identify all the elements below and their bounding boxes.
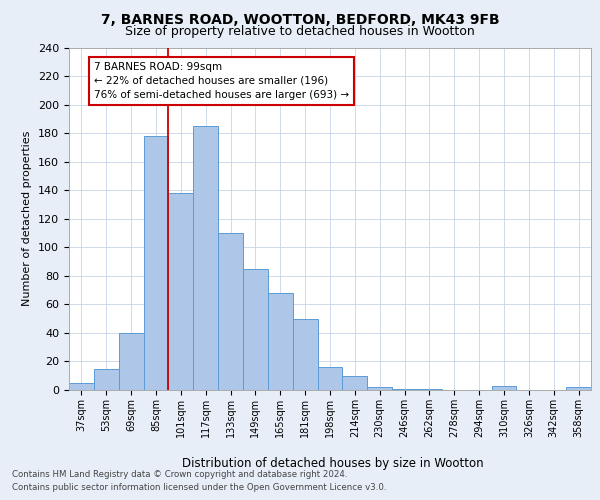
Text: 7, BARNES ROAD, WOOTTON, BEDFORD, MK43 9FB: 7, BARNES ROAD, WOOTTON, BEDFORD, MK43 9…	[101, 12, 499, 26]
Bar	[69, 383, 94, 390]
Bar	[317, 367, 343, 390]
Bar	[392, 388, 417, 390]
Bar	[566, 387, 591, 390]
Bar	[119, 333, 143, 390]
Bar	[169, 193, 193, 390]
Bar	[94, 368, 119, 390]
Bar	[268, 293, 293, 390]
Bar	[293, 318, 317, 390]
Bar	[343, 376, 367, 390]
Text: Contains HM Land Registry data © Crown copyright and database right 2024.: Contains HM Land Registry data © Crown c…	[12, 470, 347, 479]
Bar	[367, 387, 392, 390]
Bar	[143, 136, 169, 390]
Bar	[218, 233, 243, 390]
Bar	[491, 386, 517, 390]
Bar	[417, 388, 442, 390]
Y-axis label: Number of detached properties: Number of detached properties	[22, 131, 32, 306]
Text: 7 BARNES ROAD: 99sqm
← 22% of detached houses are smaller (196)
76% of semi-deta: 7 BARNES ROAD: 99sqm ← 22% of detached h…	[94, 62, 349, 100]
Text: Size of property relative to detached houses in Wootton: Size of property relative to detached ho…	[125, 25, 475, 38]
Bar	[193, 126, 218, 390]
Bar	[243, 268, 268, 390]
Text: Contains public sector information licensed under the Open Government Licence v3: Contains public sector information licen…	[12, 483, 386, 492]
Text: Distribution of detached houses by size in Wootton: Distribution of detached houses by size …	[182, 458, 484, 470]
